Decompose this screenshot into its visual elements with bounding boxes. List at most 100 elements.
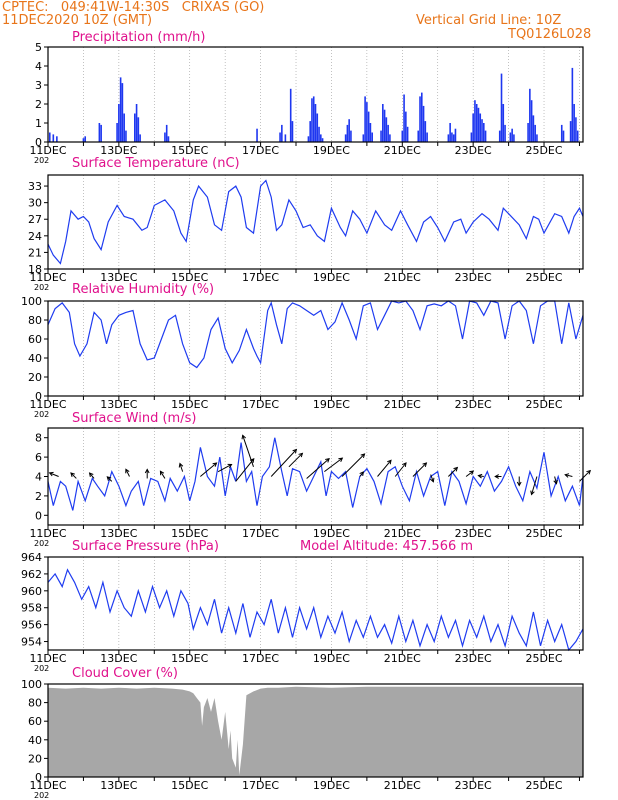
precip-bar <box>348 119 350 142</box>
wind-vector <box>49 472 59 477</box>
wind-vector-head <box>530 490 535 496</box>
x-tick-label: 25DEC <box>525 652 562 665</box>
precip-bar <box>312 96 315 142</box>
wind-vector-head <box>88 472 94 478</box>
y-tick-label: 1 <box>35 117 42 130</box>
x-tick-label: 15DEC <box>171 398 208 411</box>
x-tick-label: 13DEC <box>100 652 137 665</box>
precip-bar <box>367 111 370 142</box>
precip-bar <box>481 119 483 142</box>
wind-vector <box>89 472 95 479</box>
precip-bar <box>426 132 428 142</box>
precip-bar <box>479 113 482 142</box>
precip-bar <box>527 123 529 142</box>
precip-bar <box>100 124 102 142</box>
panel-title: Relative Humidity (%) <box>72 282 214 297</box>
precip-bar <box>369 123 372 142</box>
panel-title: Surface Pressure (hPa) <box>72 539 219 554</box>
x-tick-label: 19DEC <box>313 271 350 284</box>
y-tick-label: 0 <box>35 390 42 403</box>
precip-bar <box>164 132 166 142</box>
x-tick-label: 17DEC <box>242 527 279 540</box>
precip-bar <box>366 102 368 142</box>
y-tick-label: 5 <box>35 41 42 54</box>
wind-vector <box>235 458 255 482</box>
precip-bar <box>511 128 513 142</box>
header-station: CPTEC: 049:41W-14:30S CRIXAS (GO) <box>2 0 265 15</box>
panel-title: Precipitation (mm/h) <box>72 30 205 45</box>
precip-bar <box>449 123 451 142</box>
wind-vector <box>270 449 297 477</box>
wind-vector-head <box>106 476 112 481</box>
wind-vector <box>288 452 303 468</box>
x-tick-label: 11DEC <box>29 398 66 411</box>
precip-bar <box>472 113 474 142</box>
precip-bar <box>417 130 420 142</box>
wind-vector-head <box>48 471 54 477</box>
panel-5: Surface Pressure (hPa) 954 956 958 960 962 964… <box>21 539 584 673</box>
precip-bar <box>350 130 352 142</box>
precip-bar <box>536 134 538 142</box>
y-tick-label: 8 <box>35 432 42 445</box>
wind-vector-head <box>553 479 558 485</box>
y-tick-label: 20 <box>28 752 42 765</box>
year-fragment: 202 <box>34 410 49 419</box>
wind-vector-head <box>292 448 298 454</box>
precip-bar <box>344 134 347 142</box>
y-tick-label: 40 <box>28 352 42 365</box>
wind-vector-head <box>429 477 435 483</box>
precip-bar <box>291 121 294 142</box>
wind-vector-head <box>298 452 304 458</box>
precip-bar <box>447 134 450 142</box>
wind-vector <box>377 459 392 477</box>
panel-title: Cloud Cover (%) <box>72 666 178 681</box>
y-tick-label: 2 <box>35 98 42 111</box>
precip-bar <box>311 98 313 142</box>
wind-vector <box>125 469 130 477</box>
precip-bar <box>562 130 565 142</box>
wind-vector-head <box>227 463 233 469</box>
x-tick-label: 11DEC <box>29 527 66 540</box>
wind-vector-head <box>402 462 407 468</box>
x-tick-label: 21DEC <box>384 652 421 665</box>
y-tick-label: 21 <box>28 246 42 259</box>
x-tick-label: 19DEC <box>313 398 350 411</box>
precip-bar <box>474 100 476 142</box>
precip-bar <box>167 136 170 142</box>
wind-vector-head <box>144 468 150 474</box>
year-fragment: 202 <box>34 283 49 292</box>
precip-bar <box>405 111 407 142</box>
panel-title: Surface Temperature (nC) <box>72 156 240 171</box>
precip-bar <box>419 96 421 142</box>
precip-bar <box>281 124 283 142</box>
precip-bar <box>452 134 455 142</box>
wind-vector-head <box>241 434 246 440</box>
cloud-cover-area <box>48 686 583 777</box>
precip-bar <box>119 77 122 142</box>
x-tick-label: 15DEC <box>171 144 208 157</box>
x-tick-label: 13DEC <box>100 144 137 157</box>
y-tick-label: 2 <box>35 490 42 503</box>
precip-bar <box>135 104 138 142</box>
precip-bar <box>165 124 168 142</box>
precip-bar <box>309 121 311 142</box>
precip-bar <box>137 117 140 142</box>
precip-bar <box>482 123 485 142</box>
precip-bar <box>530 100 533 142</box>
precip-bar <box>82 138 85 142</box>
precip-bar <box>573 104 575 142</box>
wind-vector-head <box>359 471 365 477</box>
wind-vector <box>306 458 330 479</box>
y-tick-label: 954 <box>21 636 42 649</box>
precip-bar <box>385 117 388 142</box>
panel-frame <box>47 683 584 778</box>
wind-vector-head <box>469 470 475 475</box>
precip-bar <box>477 107 480 142</box>
x-tick-label: 15DEC <box>171 652 208 665</box>
wind-vector-head <box>360 453 366 458</box>
precip-bar <box>380 130 382 142</box>
precip-bar <box>470 132 473 142</box>
x-tick-label: 11DEC <box>29 652 66 665</box>
wind-vector-head <box>477 473 483 479</box>
precip-bar <box>387 124 389 142</box>
